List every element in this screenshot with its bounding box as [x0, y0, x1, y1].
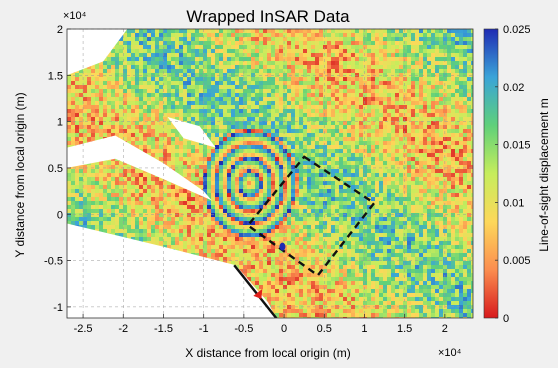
y-tick-label: 0.5 — [48, 163, 63, 175]
y-tick-label: -1 — [53, 302, 63, 314]
colorbar-tick-label: 0.02 — [503, 82, 524, 94]
y-tick-label: 1 — [57, 117, 63, 129]
chart-title: Wrapped InSAR Data — [186, 7, 350, 26]
colorbar-label: Line-of-sight displacement m — [537, 98, 551, 251]
y-axis-label: Y distance from local origin (m) — [13, 92, 27, 257]
x-tick-label: 1.5 — [397, 323, 412, 335]
x-tick-label: 0.5 — [317, 323, 332, 335]
x-tick-label: -1 — [199, 323, 209, 335]
x-tick-label: 2 — [442, 323, 448, 335]
colorbar-tick-label: 0.01 — [503, 197, 524, 209]
x-tick-label: 1 — [361, 323, 367, 335]
colorbar-tick-label: 0.005 — [503, 255, 531, 267]
y-axis-multiplier: ×10⁴ — [63, 10, 87, 22]
y-tick-label: -0.5 — [44, 256, 63, 268]
x-axis-label: X distance from local origin (m) — [185, 346, 350, 360]
x-tick-label: -2.5 — [74, 323, 93, 335]
x-tick-label: -1.5 — [154, 323, 173, 335]
y-tick-label: 1.5 — [48, 70, 63, 82]
blue-marker — [279, 243, 285, 251]
colorbar-tick-label: 0.015 — [503, 140, 531, 152]
x-axis-multiplier: ×10⁴ — [438, 347, 462, 359]
x-tick-label: -2 — [118, 323, 128, 335]
y-tick-label: 2 — [57, 24, 63, 36]
colorbar — [484, 29, 498, 318]
y-tick-label: 0 — [57, 209, 63, 221]
colorbar-tick-label: 0.025 — [503, 24, 531, 36]
colorbar-ticks: 0 0.005 0.01 0.015 0.02 0.025 — [495, 24, 531, 325]
x-tick-label: -0.5 — [234, 323, 253, 335]
x-tick-label: 0 — [281, 323, 287, 335]
colorbar-tick-label: 0 — [503, 313, 509, 325]
